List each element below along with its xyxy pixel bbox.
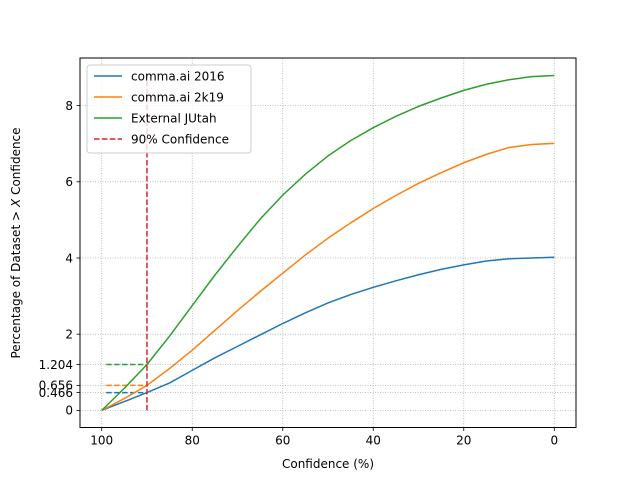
x-tick-label-4: 20: [456, 434, 471, 448]
x-tick-label-3: 40: [366, 434, 381, 448]
y-tick-label-1: 0.466: [39, 386, 73, 400]
series-lines: [101, 74, 555, 412]
x-axis-label: Confidence (%): [282, 457, 374, 471]
plot-frame: [79, 57, 577, 428]
legend-label-external-jutah: External JUtah: [131, 111, 217, 125]
y-tick-label-7: 8: [65, 99, 73, 113]
x-tick-label-2: 60: [275, 434, 290, 448]
y-tick-label-4: 2: [65, 327, 73, 341]
y-tick-label-0: 0: [65, 404, 73, 418]
x-axis-ticks: 100 80 60 40 20 0: [90, 427, 558, 448]
y-axis-label-part-4: Confidence: [9, 127, 23, 198]
y-tick-label-5: 4: [65, 251, 73, 265]
x-tick-label-5: 0: [550, 434, 558, 448]
legend-label-comma-ai-2016: comma.ai 2016: [131, 69, 225, 83]
grid: [80, 58, 576, 428]
y-axis-label-part-3: X: [9, 198, 23, 208]
legend-box: [86, 64, 252, 154]
x-tick-label-0: 100: [90, 434, 113, 448]
y-axis-label-part-2: >: [9, 211, 23, 221]
y-tick-label-6: 6: [65, 175, 73, 189]
series-line-comma-ai-2k19: [101, 142, 555, 412]
series-line-external-jutah: [101, 74, 555, 411]
series-line-comma-ai-2016: [101, 256, 555, 412]
x-tick-label-1: 80: [185, 434, 200, 448]
y-axis-label-part-1: Percentage of Dataset: [9, 221, 23, 359]
y-tick-label-3: 1.204: [39, 358, 73, 372]
y-tick-label-2: 0.656: [39, 379, 73, 393]
legend-label-comma-ai-2k19: comma.ai 2k19: [131, 90, 224, 104]
y-axis-label: Percentage of Dataset > X Confidence: [9, 127, 23, 358]
legend-label-90-confidence: 90% Confidence: [131, 132, 229, 146]
legend: comma.ai 2016 comma.ai 2k19 External JUtah…: [86, 64, 252, 154]
